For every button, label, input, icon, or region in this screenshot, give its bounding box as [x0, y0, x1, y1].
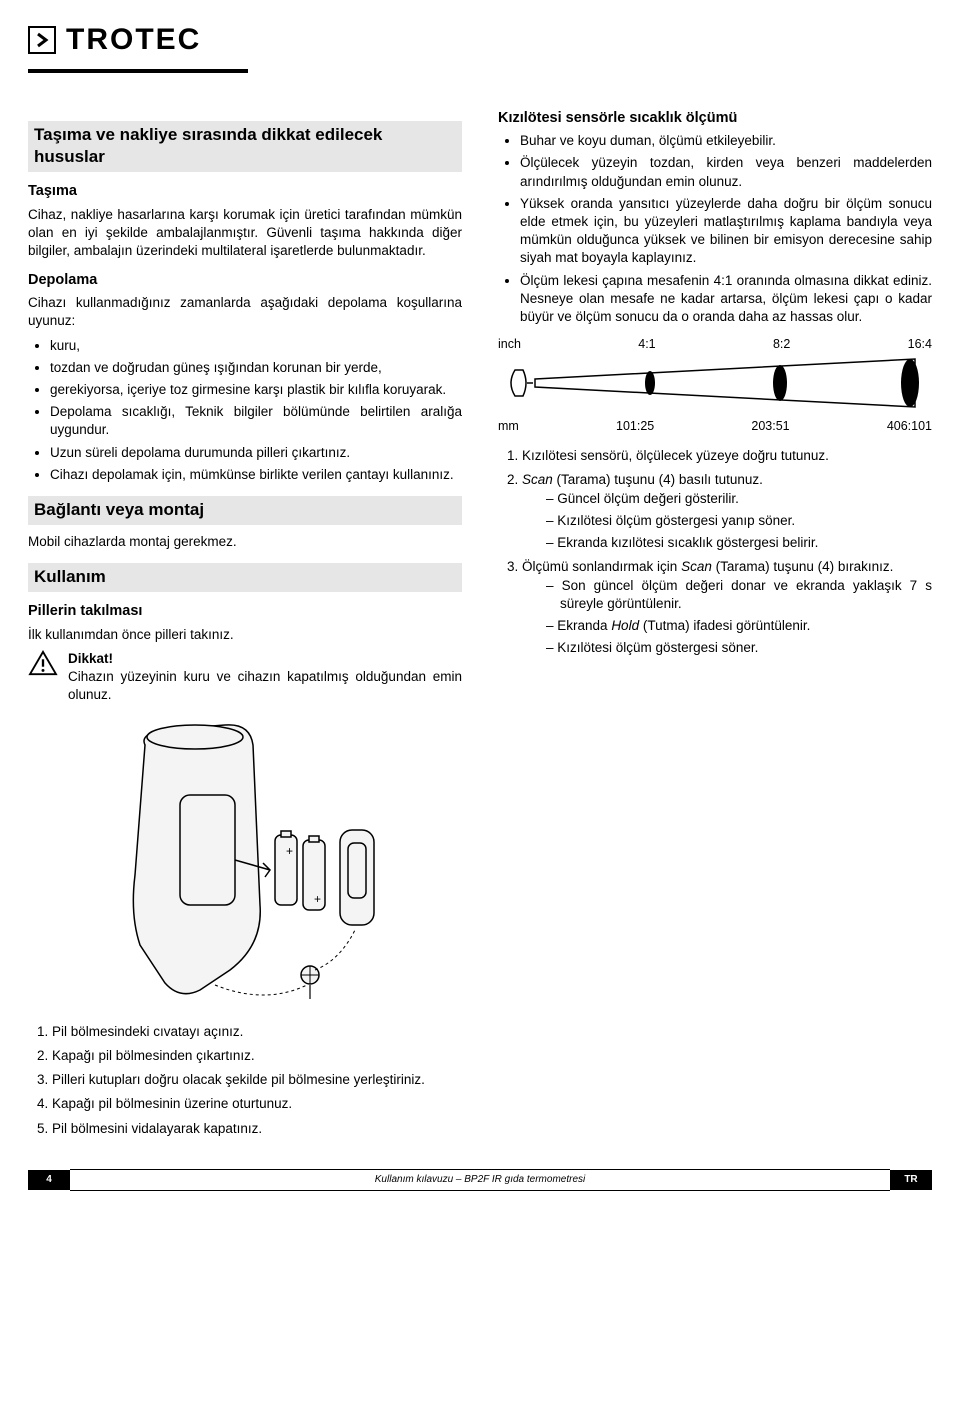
sublist: Son güncel ölçüm değeri donar ve ekranda… [522, 577, 932, 658]
text-depolama-intro: Cihazı kullanmadığınız zamanlarda aşağıd… [28, 294, 462, 330]
heading-ir: Kızılötesi sensörle sıcaklık ölçümü [498, 109, 932, 129]
label-mm: mm [498, 418, 519, 435]
text: Ölçümü sonlandırmak için [522, 559, 681, 574]
warning-text: Cihazın yüzeyinin kuru ve cihazın kapatı… [68, 668, 462, 704]
left-column: Taşıma ve nakliye sırasında dikkat edile… [28, 109, 462, 1146]
list-item: Kapağı pil bölmesinin üzerine oturtunuz. [52, 1095, 462, 1113]
heading-pil: Pillerin takılması [28, 602, 462, 622]
ratio-value: 203:51 [751, 418, 789, 435]
sub-item: Kızılötesi ölçüm göstergesi söner. [546, 639, 932, 657]
text-scan: Scan [681, 559, 712, 574]
logo-underline [28, 69, 248, 73]
heading-tasima: Taşıma [28, 182, 462, 202]
footer-lang: TR [890, 1170, 932, 1190]
warning-icon [28, 650, 58, 676]
ratio-value: 101:25 [616, 418, 654, 435]
text-scan: Scan [522, 472, 553, 487]
list-item: tozdan ve doğrudan güneş ışığından korun… [50, 359, 462, 377]
text: (Tarama) tuşunu (4) bırakınız. [712, 559, 894, 574]
list-item: Kızılötesi sensörü, ölçülecek yüzeye doğ… [522, 447, 932, 465]
battery-install-illustration: + + [85, 715, 405, 1015]
list-item: Buhar ve koyu duman, ölçümü etkileyebili… [520, 132, 932, 150]
list-item: Uzun süreli depolama durumunda pilleri ç… [50, 444, 462, 462]
text-tasima: Cihaz, nakliye hasarlarına karşı korumak… [28, 206, 462, 261]
list-item: Kapağı pil bölmesinden çıkartınız. [52, 1047, 462, 1065]
section-kullanim: Kullanım [28, 563, 462, 592]
list-item: Cihazı depolamak için, mümkünse birlikte… [50, 466, 462, 484]
footer-title: Kullanım kılavuzu – BP2F IR gıda termome… [70, 1169, 890, 1191]
measurement-steps: Kızılötesi sensörü, ölçülecek yüzeye doğ… [498, 447, 932, 657]
svg-text:+: + [314, 892, 321, 906]
text: (Tarama) tuşunu (4) basılı tutunuz. [553, 472, 763, 487]
sub-item: Ekranda Hold (Tutma) ifadesi görüntüleni… [546, 617, 932, 635]
sub-item: Kızılötesi ölçüm göstergesi yanıp söner. [546, 512, 932, 530]
logo-arrow-icon [28, 26, 56, 54]
list-depolama: kuru, tozdan ve doğrudan güneş ışığından… [28, 337, 462, 485]
text-montaj: Mobil cihazlarda montaj gerekmez. [28, 533, 462, 551]
battery-steps: Pil bölmesindeki cıvatayı açınız. Kapağı… [28, 1023, 462, 1138]
brand-logo: TROTEC [28, 20, 932, 61]
list-item: Yüksek oranda yansıtıcı yüzeylerde daha … [520, 195, 932, 268]
list-item: Ölçüm lekesi çapına mesafenin 4:1 oranın… [520, 272, 932, 327]
list-item: Pil bölmesindeki cıvatayı açınız. [52, 1023, 462, 1041]
warning-block: Dikkat! Cihazın yüzeyinin kuru ve cihazı… [28, 650, 462, 705]
list-ir-notes: Buhar ve koyu duman, ölçümü etkileyebili… [498, 132, 932, 326]
warning-title: Dikkat! [68, 650, 462, 668]
heading-depolama: Depolama [28, 271, 462, 291]
text-pil: İlk kullanımdan önce pilleri takınız. [28, 626, 462, 644]
list-item: Ölçümü sonlandırmak için Scan (Tarama) t… [522, 558, 932, 657]
ratio-diagram: inch 4:1 8:2 16:4 mm 101:25 203:51 406:1… [498, 336, 932, 435]
sublist: Güncel ölçüm değeri gösterilir. Kızılöte… [522, 490, 932, 553]
section-montaj: Bağlantı veya montaj [28, 496, 462, 525]
ratio-value: 16:4 [908, 336, 932, 353]
ratio-value: 406:101 [887, 418, 932, 435]
page-number: 4 [28, 1170, 70, 1190]
list-item: Pilleri kutupları doğru olacak şekilde p… [52, 1071, 462, 1089]
list-item: kuru, [50, 337, 462, 355]
brand-name: TROTEC [66, 20, 201, 61]
label-inch: inch [498, 336, 521, 353]
svg-text:+: + [286, 844, 293, 858]
right-column: Kızılötesi sensörle sıcaklık ölçümü Buha… [498, 109, 932, 1146]
sub-item: Son güncel ölçüm değeri donar ve ekranda… [546, 577, 932, 613]
list-item: Depolama sıcaklığı, Teknik bilgiler bölü… [50, 403, 462, 439]
sub-item: Ekranda kızılötesi sıcaklık göstergesi b… [546, 534, 932, 552]
ratio-value: 4:1 [638, 336, 655, 353]
sub-item: Güncel ölçüm değeri gösterilir. [546, 490, 932, 508]
page-footer: 4 Kullanım kılavuzu – BP2F IR gıda termo… [28, 1170, 932, 1190]
list-item: gerekiyorsa, içeriye toz girmesine karşı… [50, 381, 462, 399]
cone-diagram [498, 355, 932, 411]
section-transport: Taşıma ve nakliye sırasında dikkat edile… [28, 121, 462, 173]
list-item: Pil bölmesini vidalayarak kapatınız. [52, 1120, 462, 1138]
ratio-value: 8:2 [773, 336, 790, 353]
list-item: Scan (Tarama) tuşunu (4) basılı tutunuz.… [522, 471, 932, 552]
list-item: Ölçülecek yüzeyin tozdan, kirden veya be… [520, 154, 932, 190]
